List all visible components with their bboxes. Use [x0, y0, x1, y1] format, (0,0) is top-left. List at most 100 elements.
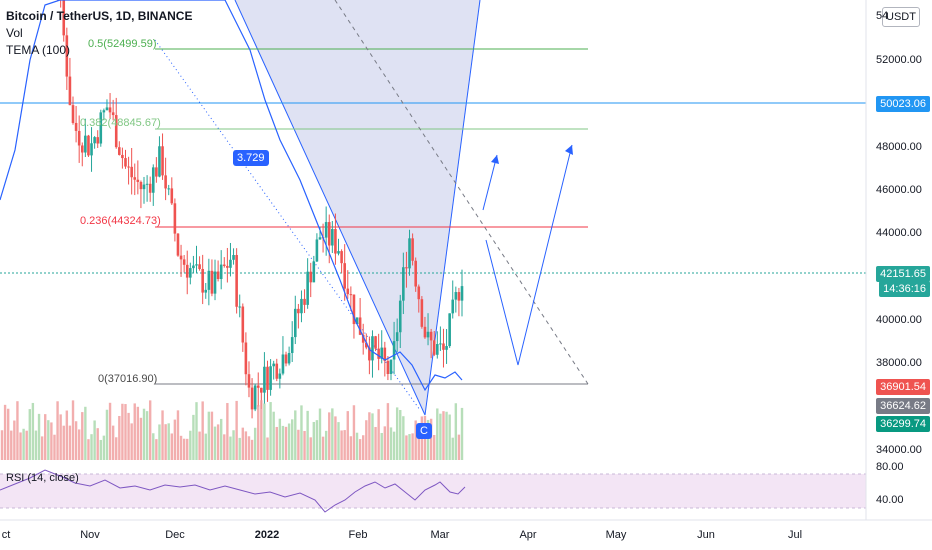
candle-body: [269, 366, 272, 390]
candle-body: [170, 188, 174, 204]
volume-bar: [266, 437, 269, 460]
measure-marker[interactable]: 3.729: [233, 150, 269, 166]
volume-bar: [115, 437, 118, 460]
candle-body: [68, 76, 72, 106]
volume-bar: [182, 438, 186, 460]
price-tick: 38000.00: [876, 357, 922, 369]
volume-bar: [121, 403, 124, 460]
volume-bar: [399, 409, 402, 460]
candle-body: [343, 263, 346, 289]
volume-bar: [10, 430, 13, 460]
volume-bar: [272, 411, 275, 460]
volume-bar: [346, 411, 349, 460]
volume-bar: [442, 411, 445, 460]
price-tick: 44000.00: [876, 227, 922, 239]
currency-button[interactable]: USDT: [882, 7, 920, 27]
volume-bar: [312, 421, 316, 460]
candle-body: [389, 359, 393, 374]
candle-body: [284, 354, 288, 364]
candle-body: [318, 237, 322, 240]
candle-body: [192, 265, 195, 269]
candle-body: [158, 146, 161, 177]
candle-body: [315, 239, 319, 262]
candle-body: [297, 308, 300, 314]
volume-bar: [315, 420, 319, 460]
candle-body: [216, 271, 220, 280]
volume-bar: [13, 420, 16, 460]
candle-body: [275, 363, 279, 379]
volume-bar: [179, 435, 183, 460]
price-tag: 50023.06: [876, 96, 930, 112]
symbol-title[interactable]: Bitcoin / TetherUS, 1D, BINANCE: [6, 9, 193, 23]
volume-bar: [324, 430, 328, 460]
arrow-head-2: [565, 145, 573, 155]
volume-bar: [460, 407, 464, 460]
candle-body: [337, 251, 340, 254]
volume-bar: [81, 412, 84, 460]
candle-body: [429, 331, 433, 341]
candle-body: [361, 334, 365, 343]
candle-body: [161, 146, 164, 176]
volume-bar: [439, 413, 442, 460]
volume-bar: [343, 430, 346, 460]
candle-body: [278, 373, 282, 379]
volume-bar: [433, 435, 436, 460]
candle-body: [448, 313, 451, 347]
candle-body: [133, 177, 137, 180]
rsi-indicator-label[interactable]: RSI (14, close): [6, 472, 79, 484]
price-tick: 52000.00: [876, 54, 922, 66]
price-tag: 36299.74: [876, 416, 930, 432]
candle-body: [195, 264, 198, 266]
volume-bar: [337, 422, 340, 460]
volume-bar: [133, 403, 136, 460]
volume-indicator-label[interactable]: Vol: [6, 26, 23, 40]
rsi-line: [0, 469, 466, 513]
candle-body: [189, 268, 192, 278]
volume-bar: [355, 432, 359, 460]
volume-bar: [50, 422, 53, 460]
volume-bar: [62, 425, 65, 460]
candle-body: [176, 233, 180, 256]
price-tag: 42151.65: [876, 266, 930, 282]
volume-bar: [0, 430, 4, 460]
candle-body: [121, 154, 124, 159]
tema-line: [0, 0, 463, 392]
volume-bar: [238, 437, 241, 460]
volume-bar: [300, 405, 303, 460]
volume-bar: [328, 412, 331, 460]
candle-body: [226, 265, 229, 268]
wave-c-marker[interactable]: C: [416, 423, 432, 439]
volume-bar: [253, 427, 257, 460]
volume-bar: [408, 434, 411, 460]
volume-bar: [281, 425, 285, 460]
tema-indicator-label[interactable]: TEMA (100): [6, 43, 71, 57]
rsi-tick-80: 80.00: [876, 461, 904, 473]
volume-bar: [284, 426, 288, 460]
volume-bar: [358, 439, 362, 460]
volume-bar: [6, 408, 10, 460]
volume-bar: [90, 434, 93, 460]
candle-body: [108, 107, 112, 113]
candle-body: [355, 317, 359, 325]
price-tick: 34000.00: [876, 444, 922, 456]
volume-bar: [130, 423, 133, 460]
fib-label-0.382: 0.382(48845.67): [80, 117, 161, 129]
candle-body: [287, 353, 291, 364]
candle-body: [417, 286, 421, 300]
candle-body: [185, 264, 189, 278]
volume-bar: [389, 427, 393, 460]
candle-body: [260, 387, 263, 393]
candle-body: [300, 298, 303, 314]
volume-bar: [229, 436, 232, 460]
candle-body: [179, 255, 183, 260]
volume-bar: [429, 418, 433, 460]
volume-bar: [142, 408, 146, 460]
candle-body: [247, 374, 251, 388]
rsi-band: [0, 474, 866, 508]
candle-body: [148, 183, 152, 193]
volume-bar: [40, 436, 44, 460]
volume-bar: [380, 432, 383, 460]
volume-bar: [87, 439, 90, 460]
volume-bar: [102, 435, 106, 460]
